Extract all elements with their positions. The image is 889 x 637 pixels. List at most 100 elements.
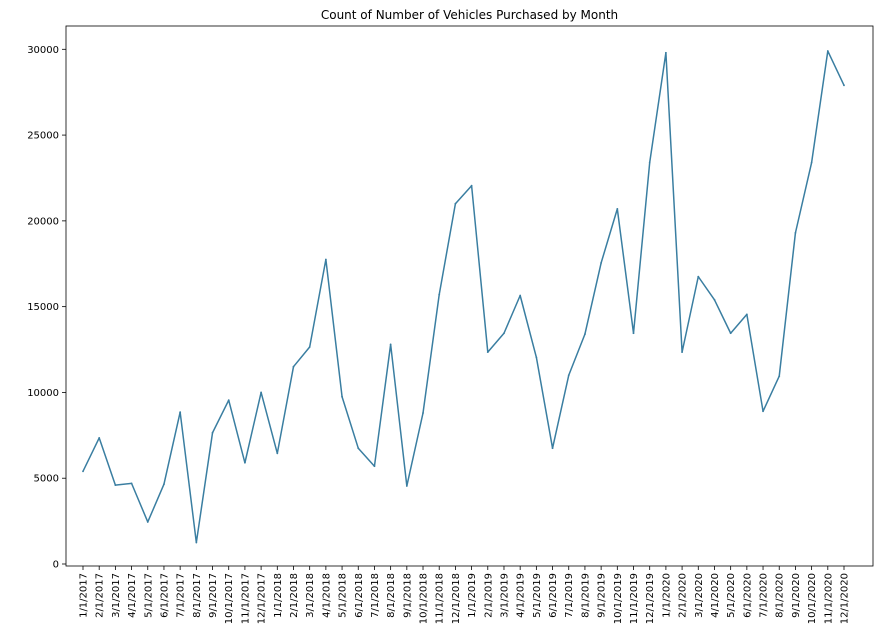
x-tick-label: 2/1/2017 [95,573,106,618]
x-tick-label: 5/1/2020 [726,573,737,618]
x-tick-label: 11/1/2020 [823,573,834,624]
data-point [794,231,797,234]
y-tick-label: 0 [53,560,59,571]
x-tick-label: 8/1/2020 [775,573,786,618]
data-point [130,482,133,485]
data-point [632,332,635,335]
data-point [713,298,716,301]
data-point [470,184,473,187]
data-point [600,262,603,264]
data-point [519,294,522,297]
x-tick-label: 2/1/2019 [483,573,494,618]
x-tick-label: 7/1/2018 [370,573,381,618]
x-tick-label: 1/1/2018 [273,573,284,618]
x-tick-label: 1/1/2019 [467,573,478,618]
x-tick-label: 12/1/2019 [645,573,656,624]
x-tick-label: 4/1/2018 [321,573,332,618]
x-tick-label: 9/1/2020 [791,573,802,618]
data-point [535,356,538,359]
data-point [292,365,295,368]
x-tick-label: 1/1/2017 [79,573,90,618]
x-tick-label: 3/1/2020 [694,573,705,618]
x-tick-label: 8/1/2019 [580,573,591,618]
data-point [486,351,489,354]
x-tick-label: 10/1/2020 [807,573,818,624]
y-tick-label: 20000 [27,216,59,227]
x-tick-label: 5/1/2017 [143,573,154,618]
data-point [114,484,117,486]
data-point [664,51,667,54]
x-tick-label: 12/1/2017 [257,573,268,624]
data-point [373,465,376,468]
plot-area-frame [65,25,874,567]
data-point [843,84,845,87]
data-point [616,207,619,210]
data-point [681,351,683,354]
y-tick-label: 15000 [27,302,59,313]
x-tick-label: 4/1/2017 [127,573,138,618]
data-point [826,50,829,52]
data-point [195,541,198,544]
x-tick-label: 2/1/2018 [289,573,300,618]
data-point [389,343,392,346]
data-point [405,485,408,487]
data-point [308,346,311,348]
series-line [82,50,845,544]
data-point [227,399,230,402]
x-tick-label: 8/1/2018 [386,573,397,618]
x-tick-label: 7/1/2020 [759,573,770,618]
series-layer [82,50,845,544]
x-tick-label: 11/1/2017 [240,573,251,624]
chart-title: Count of Number of Vehicles Purchased by… [321,8,618,22]
y-tick-label: 5000 [34,474,59,485]
data-point [276,452,279,455]
data-point [551,447,554,450]
x-tick-label: 12/1/2018 [451,573,462,624]
x-tick-label: 11/1/2018 [435,573,446,624]
data-point [745,313,748,316]
x-tick-label: 3/1/2018 [305,573,316,618]
data-point [762,410,764,413]
data-point [584,333,586,336]
x-tick-label: 7/1/2017 [176,573,187,618]
data-point [244,461,246,464]
data-point [778,375,781,378]
y-axis: 0 5000 10000 15000 20000 25000 30000 [27,45,66,571]
x-tick-label: 7/1/2019 [564,573,575,618]
data-point [648,161,651,164]
x-tick-label: 4/1/2019 [516,573,527,618]
data-point [357,447,360,450]
data-point [211,431,214,434]
data-point [503,332,505,335]
x-tick-label: 1/1/2020 [661,573,672,618]
data-point [341,395,343,398]
x-tick-label: 9/1/2018 [402,573,413,618]
x-tick-label: 11/1/2019 [629,573,640,624]
x-tick-label: 6/1/2017 [159,573,170,618]
data-point [98,436,101,439]
data-point [146,521,149,523]
data-point [163,483,165,486]
x-tick-label: 10/1/2017 [224,573,235,624]
data-point [438,293,441,296]
x-tick-label: 4/1/2020 [710,573,721,618]
x-tick-label: 2/1/2020 [678,573,689,618]
x-tick-label: 9/1/2019 [597,573,608,618]
y-tick-label: 10000 [27,388,59,399]
x-tick-label: 5/1/2018 [338,573,349,618]
x-tick-label: 10/1/2018 [419,573,430,624]
x-tick-label: 8/1/2017 [192,573,203,618]
x-tick-label: 3/1/2019 [499,573,510,618]
data-point [454,202,457,205]
data-point [697,275,700,278]
data-point [324,258,327,261]
data-point [567,374,570,377]
data-point [422,412,424,414]
x-tick-label: 10/1/2019 [613,573,624,624]
x-tick-label: 6/1/2018 [354,573,365,618]
x-tick-label: 9/1/2017 [208,573,219,618]
data-point [810,161,813,164]
x-tick-label: 12/1/2020 [840,573,851,624]
